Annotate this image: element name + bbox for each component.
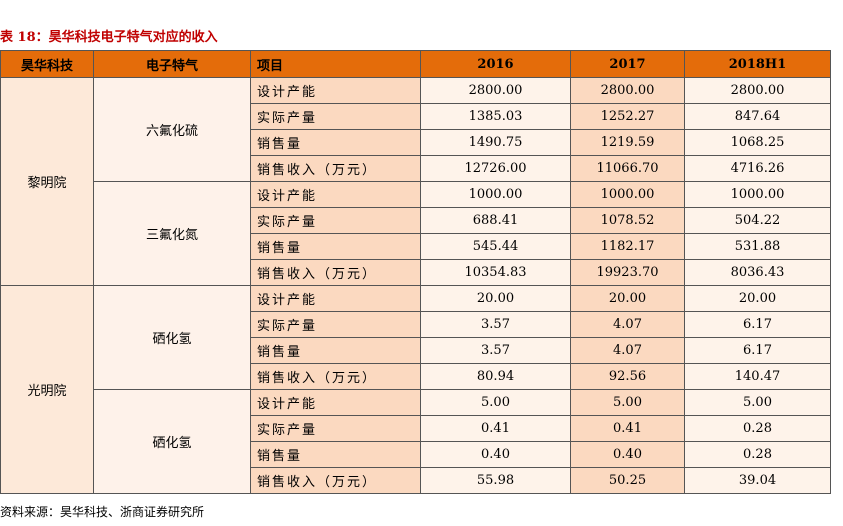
header-cell: 2016 (420, 50, 571, 78)
value-cell: 140.47 (684, 363, 831, 390)
value-cell: 3.57 (420, 337, 571, 364)
value-cell: 20.00 (420, 285, 571, 312)
value-cell: 1219.59 (570, 129, 685, 156)
value-cell: 1385.03 (420, 103, 571, 130)
value-cell: 5.00 (684, 389, 831, 416)
table-row: 黎明院 六氟化硫 设计产能 2800.00 2800.00 2800.00 (0, 77, 831, 286)
value-cell: 0.41 (420, 415, 571, 442)
company-cell: 光明院 (0, 285, 94, 494)
value-cell: 545.44 (420, 233, 571, 260)
table-row: 三氟化氮 设计产能 1000.00 1000.00 1000.00 (1, 181, 831, 286)
header-cell: 电子特气 (93, 50, 251, 78)
value-cell: 5.00 (420, 389, 571, 416)
value-cell: 688.41 (420, 207, 571, 234)
value-cell: 1068.25 (684, 129, 831, 156)
source-note: 资料来源：昊华科技、浙商证券研究所 (0, 505, 205, 519)
value-cell: 1252.27 (570, 103, 685, 130)
value-cell: 39.04 (684, 467, 831, 494)
value-cell: 4.07 (570, 311, 685, 338)
table-title: 表 18：昊华科技电子特气对应的收入 (0, 30, 218, 45)
value-cell: 4.07 (570, 337, 685, 364)
item-cell: 销售收入（万元） (250, 467, 421, 494)
company-cell: 黎明院 (0, 77, 94, 286)
value-cell: 80.94 (420, 363, 571, 390)
revenue-table: 昊华科技 电子特气 项目 2016 2017 2018H1 黎明院 六氟化硫 设计产能 2800… (0, 50, 831, 494)
value-cell: 4716.26 (684, 155, 831, 182)
value-cell: 10354.83 (420, 259, 571, 286)
table-row: 实际产量 1385.03 1252.27 847.64 (1, 103, 831, 130)
value-cell: 12726.00 (420, 155, 571, 182)
value-cell: 50.25 (570, 467, 685, 494)
value-cell: 8036.43 (684, 259, 831, 286)
header-cell: 2017 (570, 50, 685, 78)
item-cell: 销售量 (250, 233, 421, 260)
table-row: 销售收入（万元） 80.94 92.56 140.47 (1, 363, 831, 390)
value-cell: 3.57 (420, 311, 571, 338)
value-cell: 1078.52 (570, 207, 685, 234)
value-cell: 2800.00 (570, 77, 685, 104)
table-row: 实际产量 3.57 4.07 6.17 (1, 311, 831, 338)
item-cell: 实际产量 (250, 207, 421, 234)
table-row: 销售收入（万元） 55.98 50.25 39.04 (1, 467, 831, 494)
header-cell: 昊华科技 (0, 50, 94, 78)
table-body: 黎明院 六氟化硫 设计产能 2800.00 2800.00 2800.00 实际产量 1385… (0, 77, 831, 494)
item-cell: 设计产能 (250, 77, 421, 104)
value-cell: 2800.00 (684, 77, 831, 104)
value-cell: 5.00 (570, 389, 685, 416)
value-cell: 1182.17 (570, 233, 685, 260)
table-row: 实际产量 688.41 1078.52 504.22 (1, 207, 831, 234)
header-cell: 项目 (250, 50, 421, 78)
product-cell: 六氟化硫 (93, 77, 251, 182)
item-cell: 实际产量 (250, 103, 421, 130)
value-cell: 1000.00 (570, 181, 685, 208)
item-cell: 设计产能 (250, 389, 421, 416)
value-cell: 20.00 (570, 285, 685, 312)
value-cell: 19923.70 (570, 259, 685, 286)
table-row: 硒化氢 设计产能 5.00 5.00 5.00 (1, 389, 831, 494)
item-cell: 销售收入（万元） (250, 155, 421, 182)
table-row: 销售收入（万元） 10354.83 19923.70 8036.43 (1, 259, 831, 286)
table-row: 销售收入（万元） 12726.00 11066.70 4716.26 (1, 155, 831, 182)
value-cell: 2800.00 (420, 77, 571, 104)
item-cell: 实际产量 (250, 311, 421, 338)
item-cell: 销售量 (250, 337, 421, 364)
product-cell: 三氟化氮 (93, 181, 251, 286)
value-cell: 0.40 (420, 441, 571, 468)
value-cell: 6.17 (684, 311, 831, 338)
value-cell: 55.98 (420, 467, 571, 494)
item-cell: 销售量 (250, 129, 421, 156)
table-row: 销售量 1490.75 1219.59 1068.25 (1, 129, 831, 156)
header-row: 昊华科技 电子特气 项目 2016 2017 2018H1 (0, 50, 831, 78)
table-row: 销售量 3.57 4.07 6.17 (1, 337, 831, 364)
value-cell: 1490.75 (420, 129, 571, 156)
value-cell: 531.88 (684, 233, 831, 260)
value-cell: 92.56 (570, 363, 685, 390)
value-cell: 20.00 (684, 285, 831, 312)
item-cell: 销售量 (250, 441, 421, 468)
product-cell: 硒化氢 (93, 389, 251, 494)
value-cell: 6.17 (684, 337, 831, 364)
value-cell: 504.22 (684, 207, 831, 234)
value-cell: 1000.00 (684, 181, 831, 208)
header-cell: 2018H1 (684, 50, 831, 78)
value-cell: 0.41 (570, 415, 685, 442)
value-cell: 11066.70 (570, 155, 685, 182)
value-cell: 1000.00 (420, 181, 571, 208)
item-cell: 销售收入（万元） (250, 259, 421, 286)
value-cell: 0.40 (570, 441, 685, 468)
item-cell: 销售收入（万元） (250, 363, 421, 390)
item-cell: 设计产能 (250, 181, 421, 208)
table-row: 光明院 硒化氢 设计产能 20.00 20.00 20.00 (0, 285, 831, 494)
table-row: 实际产量 0.41 0.41 0.28 (1, 415, 831, 442)
value-cell: 0.28 (684, 415, 831, 442)
value-cell: 0.28 (684, 441, 831, 468)
value-cell: 847.64 (684, 103, 831, 130)
item-cell: 实际产量 (250, 415, 421, 442)
product-cell: 硒化氢 (93, 285, 251, 390)
item-cell: 设计产能 (250, 285, 421, 312)
